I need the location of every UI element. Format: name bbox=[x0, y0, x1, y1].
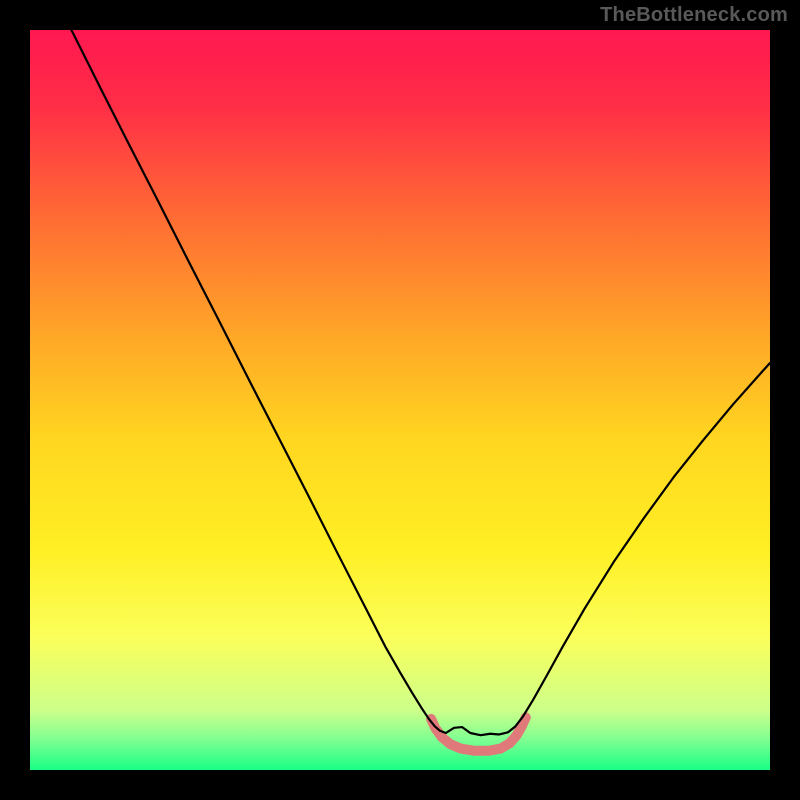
watermark: TheBottleneck.com bbox=[600, 4, 788, 27]
chart-svg bbox=[0, 0, 800, 800]
chart-container: TheBottleneck.com bbox=[0, 0, 800, 800]
plot-area-gradient bbox=[30, 30, 770, 770]
